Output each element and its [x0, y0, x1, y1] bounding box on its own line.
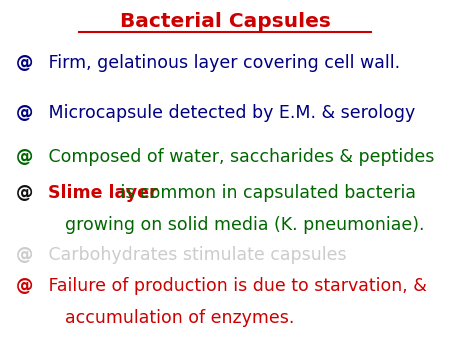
Text: Composed of water, saccharides & peptides: Composed of water, saccharides & peptide…: [43, 148, 434, 166]
Text: Carbohydrates stimulate capsules: Carbohydrates stimulate capsules: [43, 246, 346, 264]
Text: @: @: [16, 276, 33, 295]
Text: @: @: [16, 104, 33, 122]
Text: Bacterial Capsules: Bacterial Capsules: [120, 13, 330, 31]
Text: @: @: [16, 53, 33, 72]
Text: Failure of production is due to starvation, &: Failure of production is due to starvati…: [43, 276, 427, 295]
Text: Microcapsule detected by E.M. & serology: Microcapsule detected by E.M. & serology: [43, 104, 415, 122]
Text: accumulation of enzymes.: accumulation of enzymes.: [43, 309, 294, 327]
Text: Slime layer: Slime layer: [48, 184, 158, 202]
Text: growing on solid media (K. pneumoniae).: growing on solid media (K. pneumoniae).: [43, 216, 424, 234]
Text: @: @: [16, 184, 33, 202]
Text: is common in capsulated bacteria: is common in capsulated bacteria: [115, 184, 416, 202]
Text: @: @: [16, 148, 33, 166]
Text: Firm, gelatinous layer covering cell wall.: Firm, gelatinous layer covering cell wal…: [43, 53, 400, 72]
Text: @: @: [16, 246, 33, 264]
